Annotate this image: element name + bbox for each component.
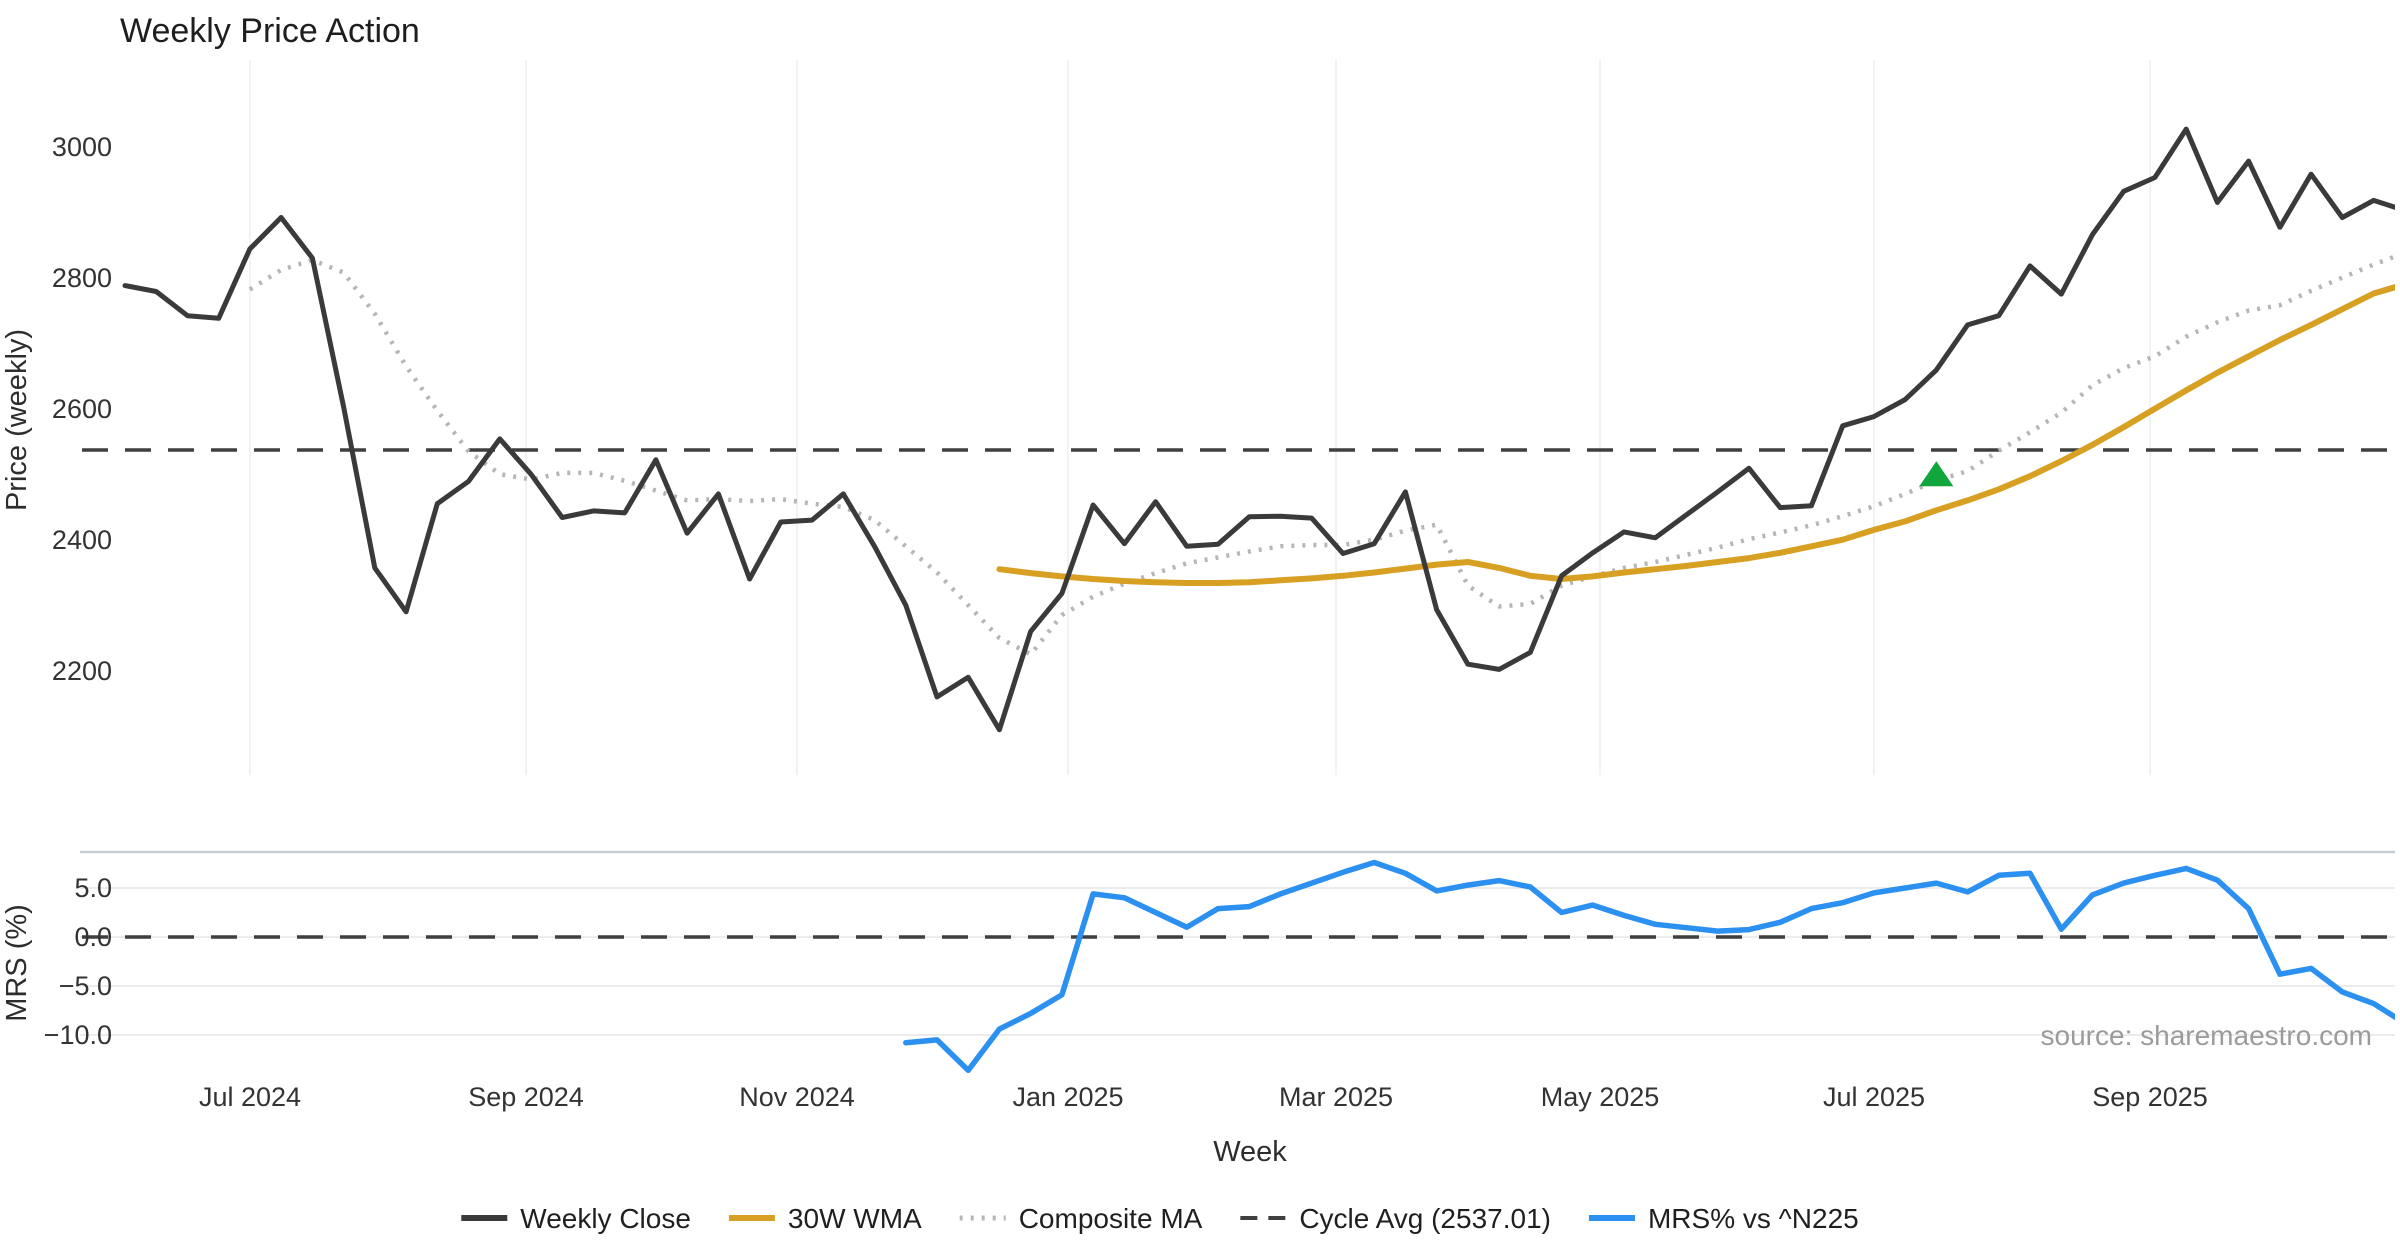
mrs-tick-label: −5.0 xyxy=(59,971,112,1001)
mrs-axis-label: MRS (%) xyxy=(1,904,33,1022)
x-axis-ticks: Jul 2024 Sep 2024 Nov 2024 Jan 2025 Mar … xyxy=(199,1082,2208,1112)
legend-label: MRS% vs ^N225 xyxy=(1648,1203,1859,1234)
x-tick-label: Nov 2024 xyxy=(739,1082,855,1112)
mrs-tick-label: −10.0 xyxy=(44,1020,112,1050)
x-tick-label: Mar 2025 xyxy=(1279,1082,1393,1112)
wma-30w-line xyxy=(996,284,2395,586)
legend-item-1: 30W WMA xyxy=(728,1203,922,1234)
price-tick-label: 2600 xyxy=(52,394,112,424)
mrs-tick-label: 0.0 xyxy=(74,922,112,952)
x-tick-label: Sep 2024 xyxy=(468,1082,584,1112)
x-tick-label: May 2025 xyxy=(1541,1082,1660,1112)
legend-label: Weekly Close xyxy=(520,1203,691,1234)
x-tick-label: Jul 2024 xyxy=(199,1082,301,1112)
x-tick-label: Jul 2025 xyxy=(1823,1082,1925,1112)
price-tick-label: 3000 xyxy=(52,132,112,162)
legend-label: Cycle Avg (2537.01) xyxy=(1299,1203,1551,1234)
buy-signal-triangle-icon xyxy=(1919,461,1954,487)
price-tick-label: 2800 xyxy=(52,263,112,293)
weekly-close-line xyxy=(122,126,2395,733)
legend-item-2: Composite MA xyxy=(959,1203,1203,1234)
source-note: source: sharemaestro.com xyxy=(2041,1020,2372,1051)
price-axis-label: Price (weekly) xyxy=(1,329,33,511)
legend: Weekly Close 30W WMA Composite MA Cycle Avg… xyxy=(461,1203,1859,1234)
legend-item-3: Cycle Avg (2537.01) xyxy=(1240,1203,1551,1234)
legend-label: 30W WMA xyxy=(788,1203,922,1234)
x-tick-label: Sep 2025 xyxy=(2092,1082,2208,1112)
x-axis-label: Week xyxy=(1213,1136,1287,1168)
x-tick-label: Jan 2025 xyxy=(1012,1082,1123,1112)
mrs-axis-ticks: 5.0 0.0 −5.0 −10.0 xyxy=(44,873,112,1050)
month-gridlines xyxy=(249,60,2151,775)
legend-item-0: Weekly Close xyxy=(461,1203,691,1234)
mrs-gridlines xyxy=(80,850,2395,1036)
price-tick-label: 2200 xyxy=(52,656,112,686)
page-title: Weekly Price Action xyxy=(120,12,420,50)
price-axis-ticks: 3000 2800 2600 2400 2200 xyxy=(52,132,112,686)
legend-item-4: MRS% vs ^N225 xyxy=(1588,1203,1859,1234)
legend-label: Composite MA xyxy=(1019,1203,1203,1234)
composite-ma-line xyxy=(248,254,2395,658)
price-tick-label: 2400 xyxy=(52,525,112,555)
mrs-line xyxy=(903,859,2395,1074)
mrs-tick-label: 5.0 xyxy=(74,873,112,903)
